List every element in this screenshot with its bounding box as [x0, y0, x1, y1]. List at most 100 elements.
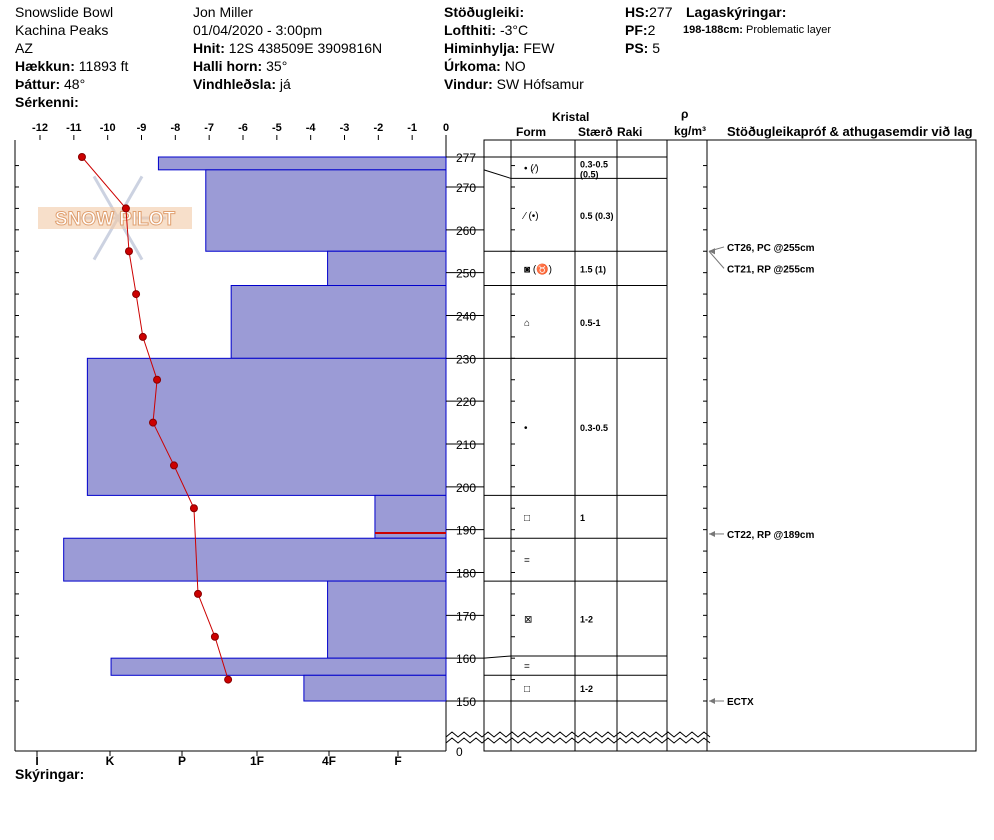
x-tick-label: -8 [170, 122, 180, 134]
temperature-line [81, 156, 229, 680]
depth-label: 180 [456, 566, 476, 580]
legend-label: Lagaskýringar: [686, 4, 787, 20]
grain-size: 0.3-0.5 [580, 423, 608, 433]
slope: 35° [266, 58, 288, 74]
precip-label: Úrkoma: [444, 58, 501, 74]
hs-label: HS: [625, 4, 650, 20]
temperature-point [169, 461, 178, 470]
pf: 2 [647, 22, 656, 38]
depth-label: 277 [456, 151, 476, 165]
aspect: 48° [64, 76, 86, 92]
hardness-bar [230, 285, 447, 359]
grain-form: = [524, 662, 530, 673]
temperature-point [132, 290, 141, 299]
hardness-label: P [178, 754, 186, 768]
x-tick-label: -12 [32, 122, 48, 134]
grain-form: □ [524, 684, 530, 695]
hardness-label: F [394, 754, 401, 768]
pf-label: PF: [625, 22, 648, 38]
range: Kachina Peaks [15, 22, 109, 38]
logo-band [38, 207, 192, 229]
legend-text: Problematic layer [746, 24, 831, 36]
x-tick-label: 0 [443, 122, 449, 134]
temperature-point [77, 153, 86, 161]
depth-label: 160 [456, 652, 476, 666]
windload: já [279, 76, 291, 92]
crystal-header: Kristal [552, 110, 590, 124]
depth-label: 270 [456, 181, 476, 195]
ps: 5 [652, 40, 661, 56]
arrow-head-icon [709, 530, 715, 537]
slope-label: Halli horn: [193, 58, 263, 74]
wind: SW Hófsamur [496, 76, 584, 92]
depth-label: 240 [456, 309, 476, 323]
hardness-bar [86, 357, 447, 496]
test-result: CT21, RP @255cm [727, 264, 814, 275]
grain-table-frame [483, 139, 977, 752]
size-header: Stærð [578, 125, 613, 139]
grain-form: ⁄ (•) [521, 211, 539, 222]
elevation: 11893 ft [78, 58, 129, 74]
depth-label: 230 [456, 352, 476, 366]
grain-form: • [524, 423, 528, 434]
hardness-bar [205, 169, 447, 252]
notes-label: Skýringar: [15, 766, 85, 782]
sky-label: Himinhylja: [444, 40, 520, 56]
airtemp-label: Lofthiti: [444, 22, 497, 38]
x-tick-label: -5 [272, 122, 282, 134]
temperature-point [189, 504, 198, 513]
airtemp: -3°C [499, 22, 529, 38]
form-header: Form [516, 125, 546, 139]
coords: 12S 438509E 3909816N [228, 40, 383, 56]
coords-label: Hnit: [193, 40, 225, 56]
wind-label: Vindur: [444, 76, 493, 92]
test-result: CT26, PC @255cm [727, 243, 815, 254]
grain-size: 0.5 (0.3) [580, 211, 614, 221]
depth-label: 190 [456, 524, 476, 538]
sky: FEW [523, 40, 555, 56]
hardness-label: 4F [322, 754, 336, 768]
arrow-head-icon [709, 248, 715, 255]
x-tick-label: -1 [407, 122, 417, 134]
x-tick-label: -11 [66, 122, 81, 134]
grain-size: 1 [580, 513, 585, 523]
location: Snowslide Bowl [15, 4, 114, 20]
hardness-bar [327, 580, 447, 659]
grain-size-secondary: (0.5) [580, 170, 599, 180]
moisture-header: Raki [617, 125, 643, 139]
layer-connector [483, 169, 512, 179]
depth-label: 210 [456, 438, 476, 452]
temperature-point [138, 332, 147, 341]
observer: Jon Miller [193, 4, 253, 20]
hardness-bar [110, 657, 447, 676]
comments-header: Stöðugleikapróf & athugasemdir við lag [727, 124, 973, 139]
datetime: 01/04/2020 - 3:00pm [193, 22, 323, 38]
hardness-bar [374, 494, 447, 539]
test-result: ECTX [727, 697, 754, 708]
hardness-label: 1F [250, 754, 264, 768]
x-tick-label: -9 [137, 122, 147, 134]
state: AZ [15, 40, 33, 56]
temperature-point [224, 675, 233, 684]
rho-header: ρ [681, 107, 689, 121]
x-tick-label: -4 [306, 122, 317, 134]
x-tick-label: -7 [204, 122, 214, 134]
temperature-point [149, 418, 158, 427]
temperature-point [194, 589, 203, 598]
stability-label: Stöðugleiki: [444, 4, 525, 20]
test-result: CT22, RP @189cm [727, 530, 814, 541]
grain-size: 0.5-1 [580, 318, 601, 328]
scale-break [445, 731, 711, 738]
features-label: Sérkenni: [15, 94, 79, 110]
elevation-label: Hækkun: [15, 58, 75, 74]
aspect-label: Þáttur: [15, 76, 61, 92]
depth-label-zero: 0 [456, 745, 463, 759]
grain-form: ◙ (♉) [524, 262, 552, 275]
hardness-bar [63, 537, 447, 582]
grain-size: 1-2 [580, 615, 593, 625]
logo-text: SNOW PILOT [55, 209, 176, 230]
temperature-point [153, 375, 162, 384]
hardness-label: I [35, 754, 38, 768]
hardness-label: K [106, 754, 115, 768]
